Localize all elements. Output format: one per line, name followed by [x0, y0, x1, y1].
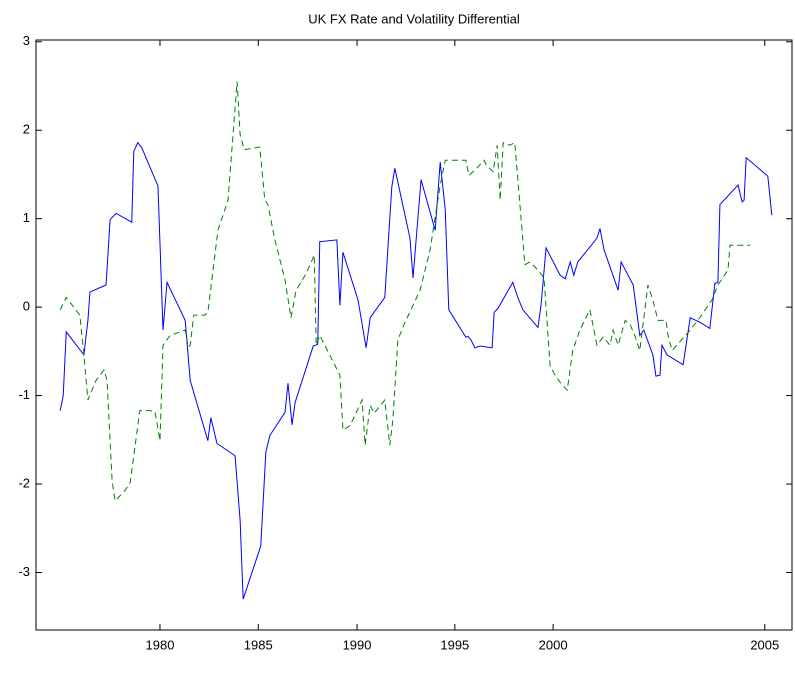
x-tick-label: 1985 — [244, 637, 273, 652]
x-tick-label: 2000 — [539, 637, 568, 652]
y-tick-label: -2 — [18, 475, 30, 490]
x-tick-label: 1990 — [343, 637, 372, 652]
y-tick-label: 2 — [23, 122, 30, 137]
x-tick-label: 1980 — [146, 637, 175, 652]
data-line — [59, 141, 773, 600]
x-tick-label: 2005 — [750, 637, 779, 652]
x-tick-label: 1995 — [440, 637, 469, 652]
plot-frame — [35, 39, 793, 631]
chart-title: UK FX Rate and Volatility Differential — [308, 11, 520, 26]
y-tick-label: 3 — [23, 33, 30, 48]
y-tick-label: 1 — [23, 210, 30, 225]
y-tick-label: -1 — [18, 387, 30, 402]
y-tick-label: 0 — [23, 299, 30, 314]
y-tick-label: -3 — [18, 564, 30, 579]
data-line — [59, 81, 751, 502]
